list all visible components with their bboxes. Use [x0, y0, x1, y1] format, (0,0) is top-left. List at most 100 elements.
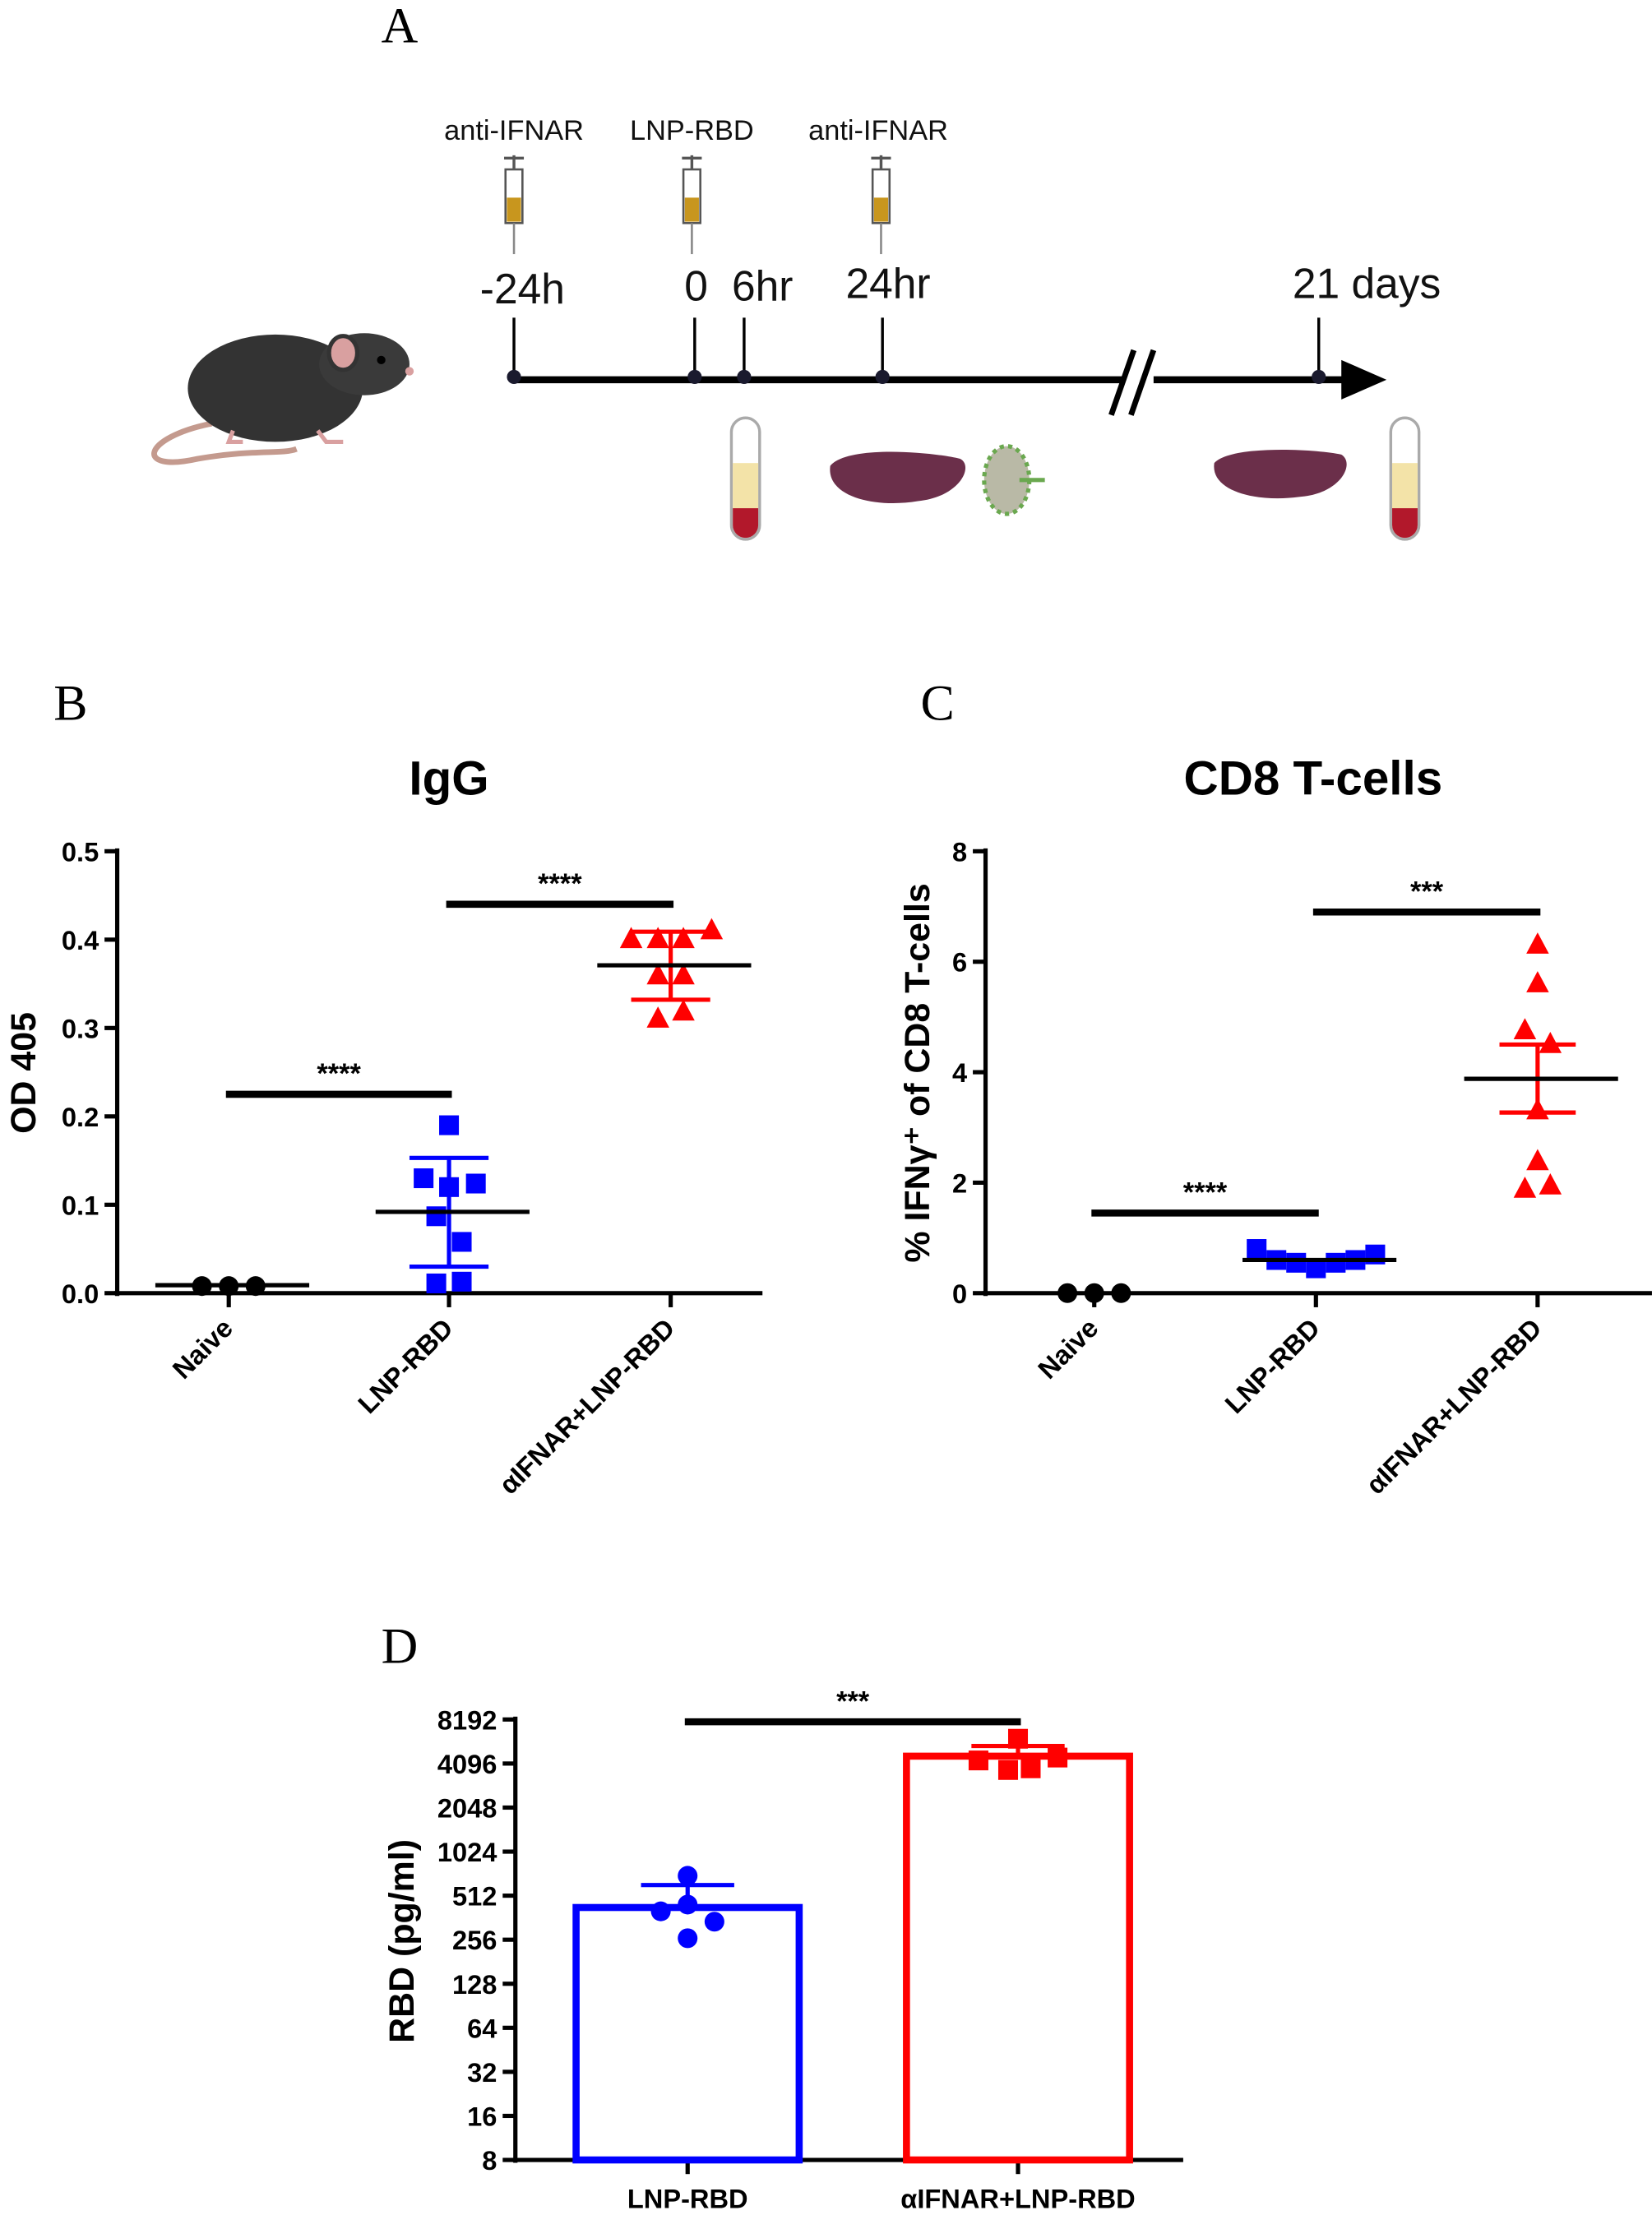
- data-point: [678, 1928, 698, 1949]
- timepoint-21-days: 21 days: [1293, 259, 1441, 307]
- y-tick-label: 16: [467, 2101, 497, 2131]
- x-tick-label: LNP-RBD: [352, 1312, 459, 1419]
- data-point: [1513, 1018, 1537, 1039]
- y-tick-label: 8: [952, 836, 967, 867]
- data-point: [678, 1866, 698, 1886]
- data-point: [650, 1901, 671, 1921]
- timepoint-minus-24h: -24h: [480, 265, 565, 312]
- data-point: [1111, 1283, 1131, 1303]
- x-tick-label: LNP-RBD: [1219, 1312, 1326, 1419]
- blood-tubes: [729, 416, 1421, 541]
- y-tick-label: 6: [952, 947, 967, 978]
- data-point: [1084, 1283, 1104, 1303]
- data-point: [1513, 1177, 1537, 1198]
- y-tick-label: 512: [452, 1881, 497, 1912]
- syringe-fluid: [507, 197, 521, 222]
- mouse-icon: [151, 333, 414, 465]
- x-tick-label: αIFNAR+LNP-RBD: [1360, 1312, 1548, 1500]
- tube-cells: [733, 508, 759, 539]
- data-point: [451, 1232, 472, 1252]
- data-point: [672, 999, 695, 1021]
- data-point: [1326, 1252, 1346, 1273]
- y-tick-label: 32: [467, 2057, 497, 2088]
- data-point: [451, 1271, 472, 1292]
- y-tick-label: 0: [952, 1279, 967, 1309]
- syringe-icon: [682, 155, 702, 255]
- significance-label: ***: [836, 1686, 870, 1717]
- x-tick-label: Naive: [166, 1312, 238, 1385]
- y-axis-label: RBD (pg/ml): [382, 1839, 422, 2043]
- chart-title: IgG: [409, 752, 488, 806]
- data-point: [426, 1273, 447, 1293]
- y-tick-label: 8192: [437, 1704, 497, 1735]
- y-tick-label: 64: [467, 2013, 497, 2043]
- data-point: [968, 1750, 988, 1771]
- significance-label: ****: [538, 868, 582, 899]
- injection-label-lnp-rbd: LNP-RBD: [630, 115, 754, 146]
- y-tick-label: 1024: [437, 1837, 497, 1867]
- y-tick-label: 8: [482, 2145, 497, 2176]
- timeline-dot: [507, 369, 521, 385]
- data-point: [1526, 971, 1549, 992]
- data-point: [465, 1173, 486, 1194]
- tube-serum: [733, 463, 759, 511]
- panel-letter: D: [382, 1619, 419, 1675]
- data-point: [1526, 932, 1549, 954]
- tube-cells: [1392, 508, 1418, 539]
- significance-label: ****: [1183, 1177, 1228, 1209]
- spleen-icon-1: [830, 451, 966, 504]
- data-point: [700, 918, 724, 940]
- x-tick-label: αIFNAR+LNP-RBD: [900, 2183, 1135, 2213]
- data-point: [672, 963, 695, 985]
- significance-label: ***: [1410, 876, 1444, 908]
- data-point: [619, 927, 643, 949]
- timeline-dot: [687, 369, 702, 385]
- timeline-arrow: [507, 317, 1387, 416]
- data-point: [414, 1168, 434, 1189]
- injection-label-anti-ifnar-2: anti-IFNAR: [808, 115, 948, 146]
- timeline-dot: [875, 369, 890, 385]
- syringe-icon: [504, 155, 525, 255]
- data-point: [997, 1760, 1019, 1780]
- data-point: [704, 1912, 724, 1932]
- panel-a-schematic: A anti-IFNAR LNP-RBD anti-IFNAR -24h 0 6…: [151, 0, 1441, 541]
- y-axis-label: OD 405: [4, 1012, 44, 1134]
- data-point: [646, 927, 669, 949]
- syringe-fluid: [873, 197, 889, 222]
- timeline-dot: [737, 369, 752, 385]
- panel-letter-a: A: [382, 0, 419, 54]
- data-point: [426, 1206, 447, 1227]
- timepoint-6hr: 6hr: [732, 262, 793, 310]
- x-tick-label: αIFNAR+LNP-RBD: [493, 1312, 680, 1500]
- y-tick-label: 4: [952, 1057, 967, 1088]
- blood-tube-icon: [729, 416, 761, 541]
- data-point: [439, 1115, 460, 1135]
- x-tick-label: LNP-RBD: [627, 2183, 748, 2213]
- bar: [903, 1752, 1133, 2164]
- panel-letter: C: [921, 676, 955, 732]
- y-tick-label: 0.0: [62, 1279, 99, 1309]
- axis-break-icon: [1108, 349, 1137, 416]
- timepoint-0: 0: [684, 262, 708, 310]
- x-tick-label: Naive: [1032, 1312, 1104, 1385]
- y-tick-label: 0.4: [62, 925, 99, 955]
- chart-panel-d: D RBD (pg/ml) 8 16 32 64 128 256 512 1024 2048 4096…: [382, 1619, 1183, 2213]
- data-point: [1048, 1747, 1068, 1768]
- data-point: [646, 1006, 669, 1028]
- y-axis-label: % IFNγ⁺ of CD8 T-cells: [898, 883, 937, 1262]
- y-tick-label: 2048: [437, 1792, 497, 1823]
- chart-panel-b: B IgG OD 405 0.0 0.1 0.2 0.3 0.4 0.5 Naive LNP-RBD…: [4, 676, 763, 1500]
- tube-serum: [1392, 463, 1418, 511]
- timeline-dot: [1312, 369, 1326, 385]
- significance-label: ****: [317, 1058, 361, 1089]
- data-point: [1247, 1239, 1267, 1260]
- syringes: [504, 155, 891, 255]
- lymph-node-icon: [982, 444, 1045, 516]
- spleen-icon-2: [1214, 449, 1347, 499]
- charts: B IgG OD 405 0.0 0.1 0.2 0.3 0.4 0.5 Naive LNP-RBD…: [4, 676, 1652, 2213]
- y-tick-label: 128: [452, 1969, 497, 2000]
- data-point: [1057, 1283, 1078, 1303]
- data-point: [646, 963, 669, 985]
- chart-title: CD8 T-cells: [1184, 752, 1443, 806]
